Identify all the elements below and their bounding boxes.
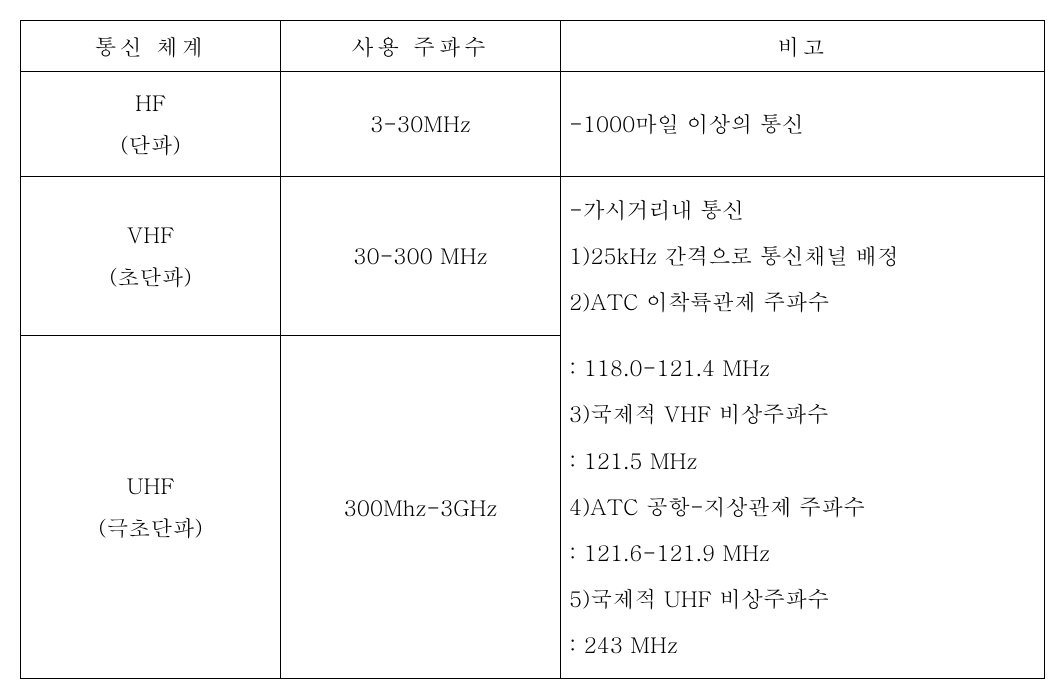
table-row: VHF (초단파) 30-300 MHz -가시거리내 통신 1)25kHz 간… [21, 176, 1045, 335]
frequency-value: 300Mhz-3GHz [344, 492, 498, 523]
cell-system: UHF (극초단파) [21, 335, 281, 679]
col-header-system: 통신 체계 [21, 21, 281, 72]
cell-system: VHF (초단파) [21, 176, 281, 335]
remarks-line: 3)국제적 VHF 비상주파수 [569, 391, 1036, 437]
remarks-line: 4)ATC 공항-지상관제 주파수 [569, 484, 1036, 530]
frequency-value: 30-300 MHz [353, 240, 487, 271]
cell-remarks: -1000마일 이상의 통신 [561, 72, 1045, 177]
table-row: HF (단파) 3-30MHz -1000마일 이상의 통신 [21, 72, 1045, 177]
table-row: UHF (극초단파) 300Mhz-3GHz : 118.0-121.4 MHz… [21, 335, 1045, 679]
system-sub: (단파) [120, 124, 181, 166]
remarks-line: : 121.5 MHz [569, 438, 1036, 484]
remarks-line: : 121.6-121.9 MHz [569, 530, 1036, 576]
table-header-row: 통신 체계 사용 주파수 비고 [21, 21, 1045, 72]
remarks-line: : 243 MHz [569, 622, 1036, 668]
cell-frequency: 3-30MHz [281, 72, 561, 177]
remarks-line: -1000마일 이상의 통신 [569, 101, 1036, 147]
system-sub: (극초단파) [98, 507, 203, 549]
cell-frequency: 300Mhz-3GHz [281, 335, 561, 679]
system-main: HF [135, 82, 166, 124]
cell-remarks: -가시거리내 통신 1)25kHz 간격으로 통신채널 배정 2)ATC 이착륙… [561, 176, 1045, 335]
col-header-remarks: 비고 [561, 21, 1045, 72]
frequency-value: 3-30MHz [370, 108, 471, 139]
frequency-table-wrapper: 통신 체계 사용 주파수 비고 HF (단파) 3-30MHz -1000마일 … [20, 20, 1044, 679]
cell-system: HF (단파) [21, 72, 281, 177]
system-main: VHF [127, 214, 175, 256]
col-header-frequency: 사용 주파수 [281, 21, 561, 72]
remarks-line: 1)25kHz 간격으로 통신채널 배정 [569, 233, 1036, 279]
cell-remarks: : 118.0-121.4 MHz 3)국제적 VHF 비상주파수 : 121.… [561, 335, 1045, 679]
cell-frequency: 30-300 MHz [281, 176, 561, 335]
system-main: UHF [126, 465, 174, 507]
remarks-line: 2)ATC 이착륙관제 주파수 [569, 279, 1036, 325]
remarks-line: : 118.0-121.4 MHz [569, 345, 1036, 391]
remarks-line: 5)국제적 UHF 비상주파수 [569, 576, 1036, 622]
frequency-table: 통신 체계 사용 주파수 비고 HF (단파) 3-30MHz -1000마일 … [20, 20, 1045, 679]
system-sub: (초단파) [109, 256, 192, 298]
remarks-line: -가시거리내 통신 [569, 187, 1036, 233]
